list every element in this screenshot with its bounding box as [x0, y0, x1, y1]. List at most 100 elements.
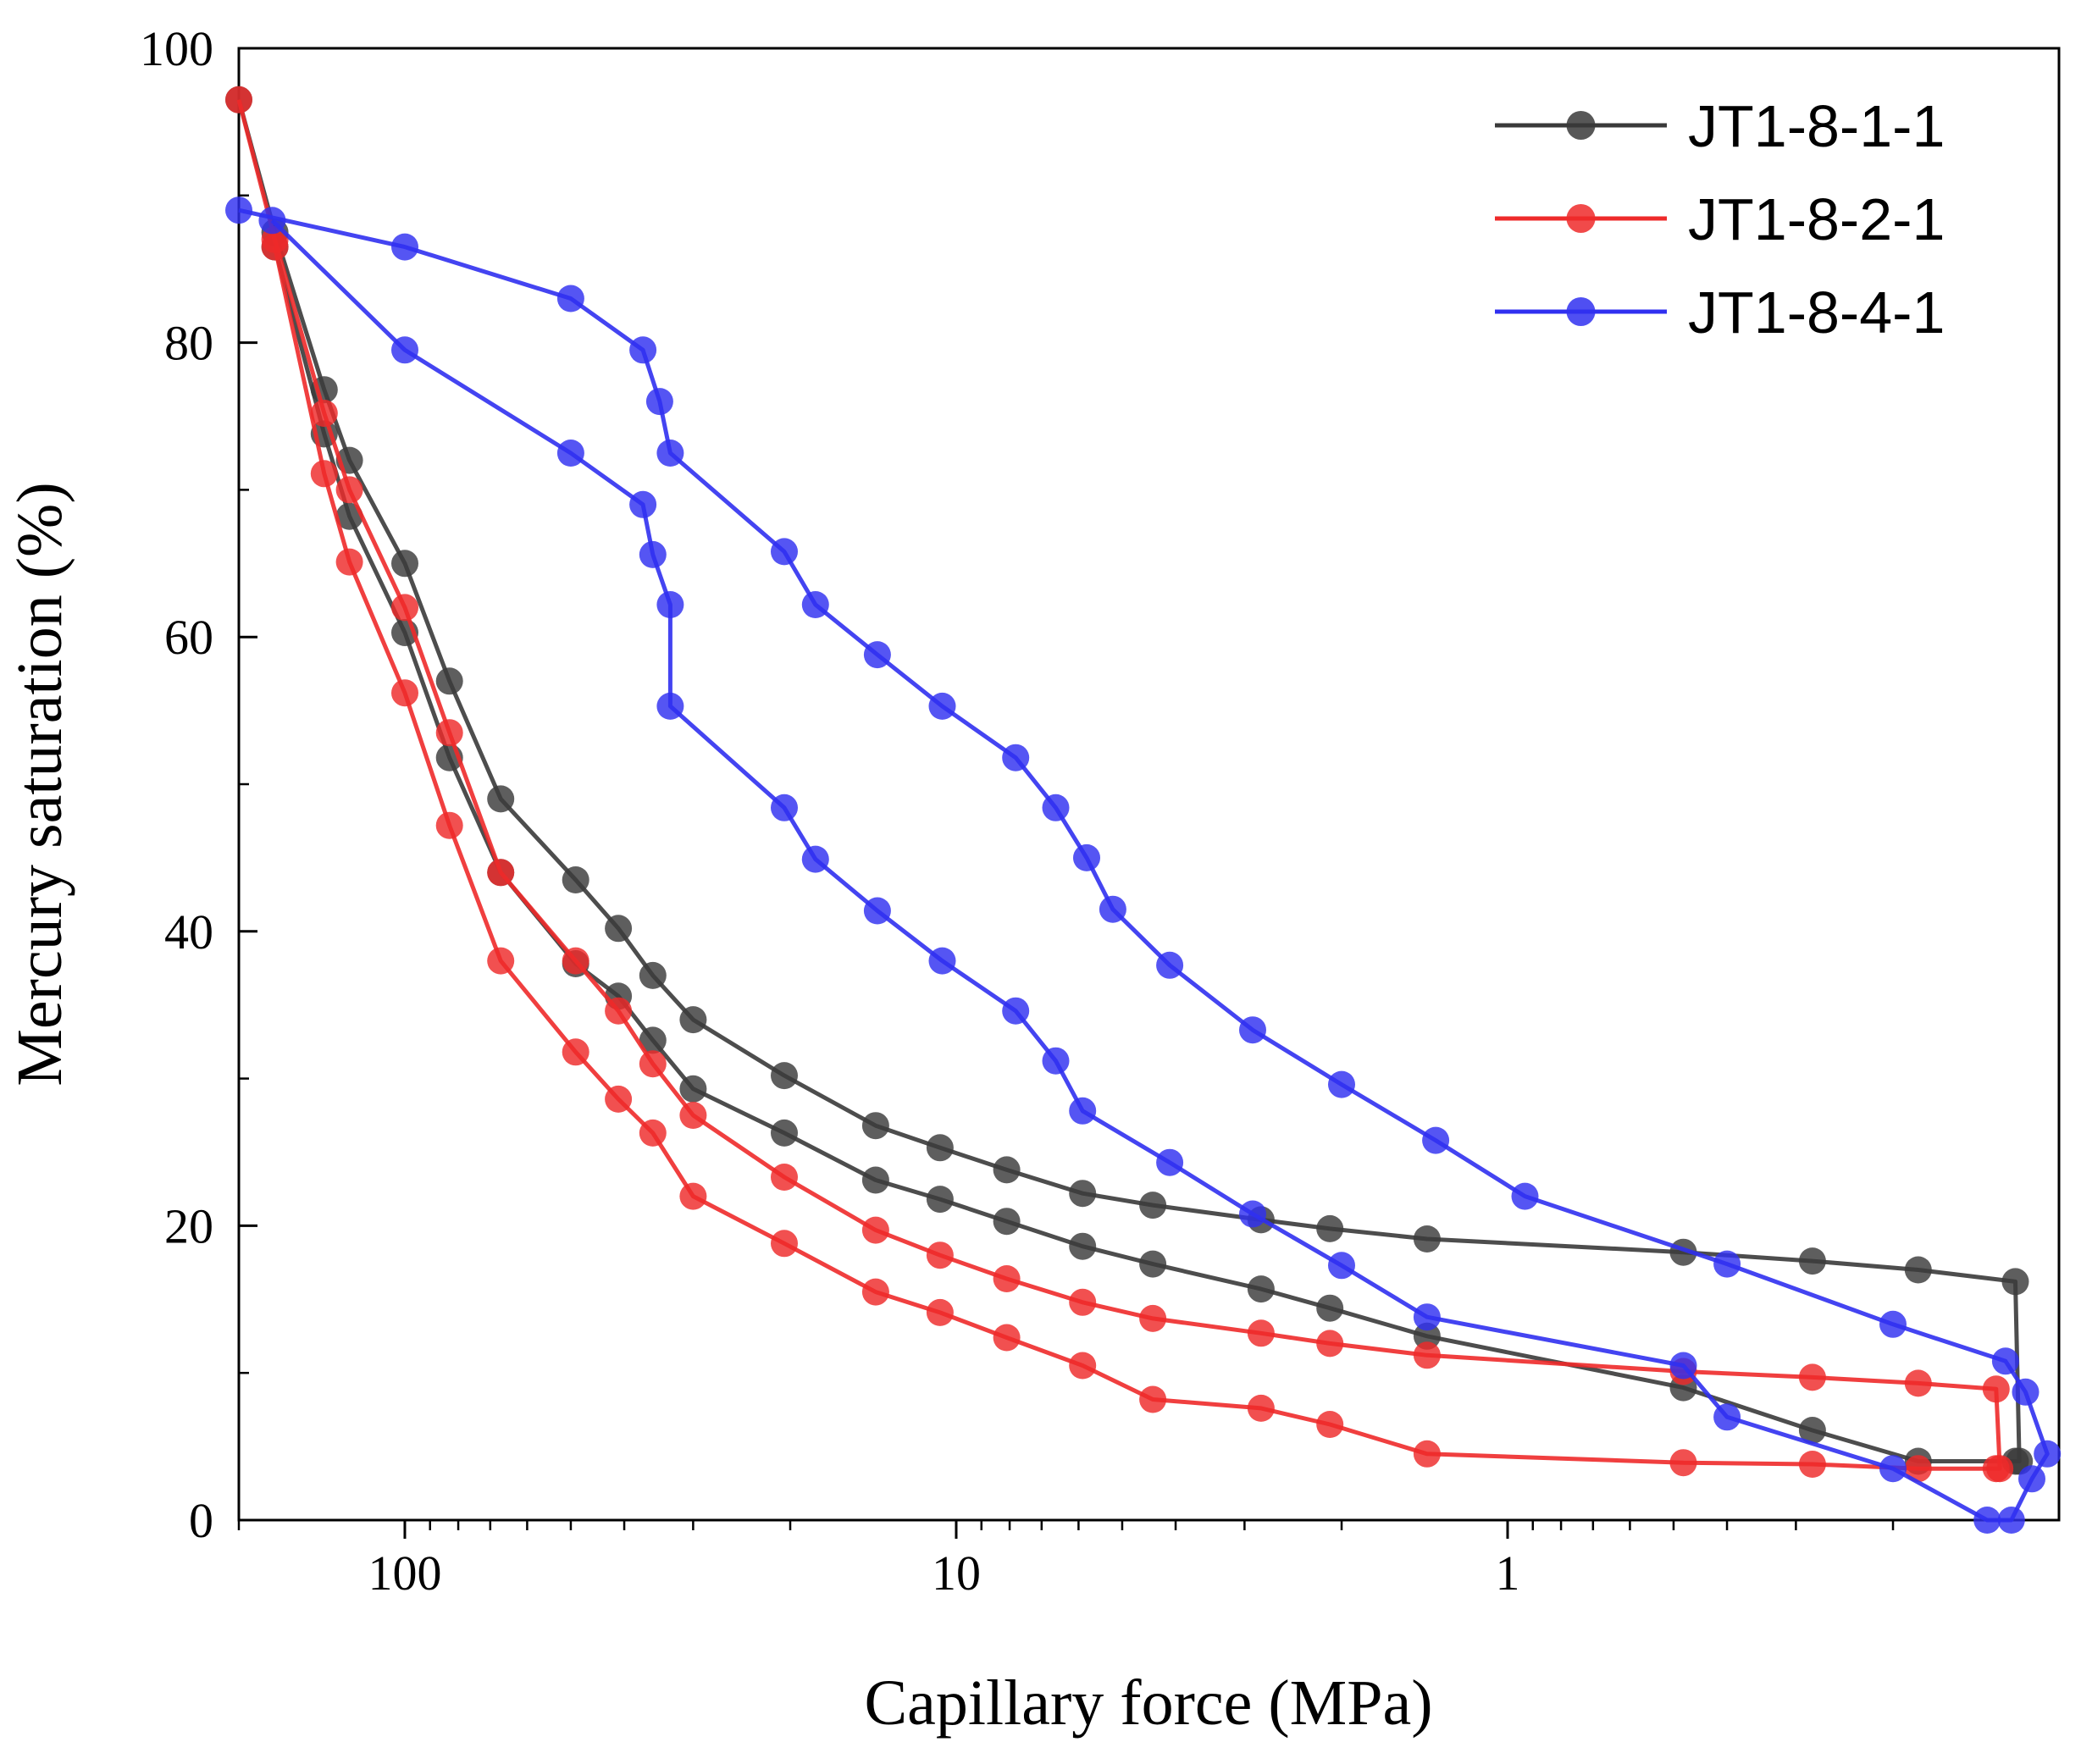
data-point [487, 785, 515, 813]
data-point [1991, 1347, 2019, 1375]
data-point [1511, 1182, 1539, 1210]
data-point [1982, 1455, 2010, 1483]
data-point [771, 1062, 798, 1090]
legend-marker [1566, 204, 1596, 233]
data-point [2034, 1440, 2062, 1468]
data-point [310, 460, 338, 488]
legend-item: JT1-8-1-1 [1495, 93, 1945, 159]
data-point [1156, 1148, 1184, 1176]
data-point [928, 947, 956, 975]
data-point [639, 1119, 667, 1147]
data-point [1798, 1417, 1826, 1444]
data-point [1328, 1252, 1355, 1280]
data-point [861, 1166, 889, 1194]
data-point [261, 233, 289, 261]
data-point [1069, 1232, 1097, 1260]
data-point [926, 1186, 954, 1214]
data-point [1239, 1016, 1266, 1044]
data-point [679, 1102, 707, 1129]
legend-marker [1566, 111, 1596, 140]
data-point [225, 86, 252, 113]
y-tick-label: 60 [164, 610, 213, 665]
data-point [801, 591, 829, 618]
data-point [1413, 1225, 1441, 1252]
data-point [928, 692, 956, 720]
data-point [1413, 1440, 1441, 1468]
data-point [771, 1164, 798, 1191]
data-point [1139, 1250, 1167, 1278]
data-point [639, 1026, 667, 1054]
data-point [1669, 1449, 1697, 1477]
legend-label: JT1-8-2-1 [1688, 186, 1945, 252]
x-tick-label: 1 [1495, 1546, 1519, 1601]
data-point [1413, 1303, 1441, 1331]
data-point [863, 641, 891, 669]
data-point [1156, 951, 1184, 979]
data-point [335, 502, 363, 530]
data-point [926, 1134, 954, 1162]
data-point [1713, 1250, 1741, 1278]
data-point [605, 915, 633, 943]
series [225, 86, 2062, 1534]
data-point [1316, 1411, 1344, 1438]
data-point [679, 1182, 707, 1210]
data-point [993, 1265, 1021, 1292]
series-JT1-8-2-1 [225, 86, 2014, 1483]
data-point [1139, 1304, 1167, 1332]
data-point [1139, 1385, 1167, 1413]
data-point [1239, 1200, 1266, 1228]
data-point [639, 961, 667, 989]
data-point [391, 550, 418, 578]
data-point [391, 679, 418, 707]
data-point [1879, 1455, 1907, 1483]
data-point [993, 1324, 1021, 1352]
data-point [391, 336, 418, 364]
legend: JT1-8-1-1 JT1-8-2-1 JT1-8-4-1 [1495, 93, 1945, 346]
y-tick-label: 80 [164, 316, 213, 371]
data-point [562, 947, 589, 975]
data-point [993, 1156, 1021, 1184]
data-point [639, 540, 667, 568]
data-point [1042, 1047, 1070, 1075]
data-point [771, 538, 798, 566]
data-point [435, 811, 463, 839]
data-point [1798, 1451, 1826, 1478]
data-point [605, 997, 633, 1025]
legend-label: JT1-8-1-1 [1688, 93, 1945, 159]
data-point [1713, 1403, 1741, 1431]
data-point [1247, 1319, 1275, 1347]
data-point [562, 866, 589, 893]
data-point [2012, 1378, 2039, 1406]
data-point [863, 897, 891, 925]
y-tick-label: 0 [189, 1493, 213, 1548]
data-point [629, 490, 657, 518]
data-point [1316, 1214, 1344, 1242]
data-point [1413, 1322, 1441, 1350]
data-point [656, 440, 684, 467]
data-point [487, 947, 515, 975]
data-point [335, 548, 363, 576]
data-point [861, 1278, 889, 1306]
data-point [1099, 895, 1126, 923]
x-tick-label: 10 [932, 1546, 981, 1601]
data-point [656, 591, 684, 618]
data-point [1069, 1180, 1097, 1208]
data-point [2018, 1465, 2045, 1493]
y-tick-label: 40 [164, 904, 213, 959]
data-point [1069, 1097, 1097, 1125]
data-point [656, 692, 684, 720]
series-JT1-8-4-1 [225, 196, 2062, 1534]
legend-item: JT1-8-2-1 [1495, 186, 1945, 252]
legend-item: JT1-8-4-1 [1495, 279, 1945, 346]
data-point [310, 400, 338, 427]
data-point [771, 794, 798, 821]
y-axis-title: Mercury saturation (%) [4, 482, 75, 1086]
data-point [1002, 744, 1030, 771]
data-point [1069, 1288, 1097, 1316]
data-point [335, 476, 363, 504]
data-point [225, 196, 252, 224]
data-point [926, 1298, 954, 1326]
data-point [1798, 1363, 1826, 1391]
